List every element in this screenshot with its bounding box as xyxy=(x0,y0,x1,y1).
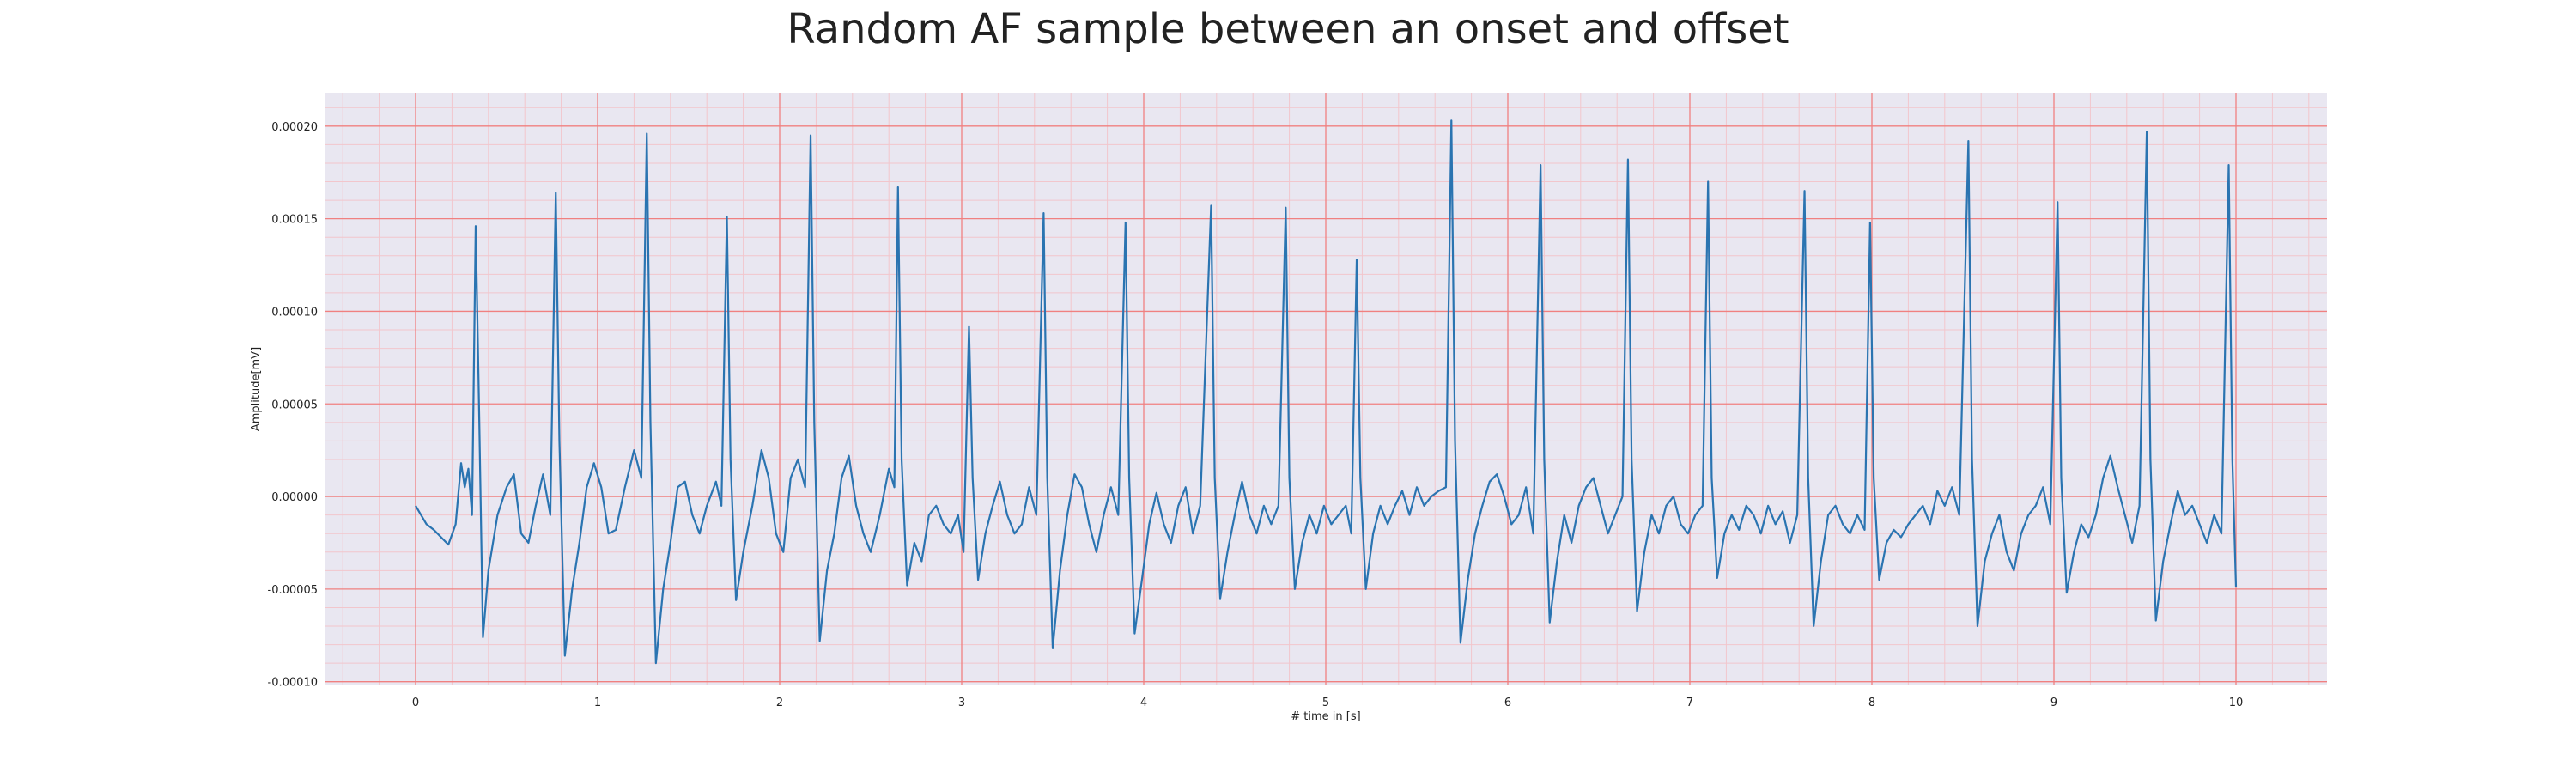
y-tick-label: 0.00000 xyxy=(271,491,318,504)
x-tick-label: 10 xyxy=(2229,697,2244,709)
y-axis-label: Amplitude[mV] xyxy=(250,347,263,431)
x-tick-label: 0 xyxy=(412,697,419,709)
x-tick-label: 7 xyxy=(1686,697,1693,709)
x-tick-label: 5 xyxy=(1322,697,1329,709)
series-line-0 xyxy=(415,119,2238,665)
chart-title: Random AF sample between an onset and of… xyxy=(787,5,1789,53)
y-tick-label: 0.00015 xyxy=(271,214,318,227)
x-tick-label: 8 xyxy=(1868,697,1875,709)
x-tick-label: 4 xyxy=(1140,697,1147,709)
y-tick-label: 0.00005 xyxy=(271,399,318,411)
y-tick-label: -0.00010 xyxy=(268,677,318,690)
series-layer xyxy=(415,119,2238,665)
x-axis-label: # time in [s] xyxy=(1291,710,1360,723)
x-tick-label: 3 xyxy=(958,697,965,709)
x-tick-labels: 0 1 2 3 4 5 6 7 8 9 10 xyxy=(412,697,2243,709)
x-tick-label: 2 xyxy=(776,697,783,709)
x-tick-label: 6 xyxy=(1504,697,1511,709)
y-tick-label: 0.00010 xyxy=(271,306,318,319)
y-tick-labels: -0.00010 -0.00005 0.00000 0.00005 0.00010 0.0… xyxy=(268,121,318,690)
x-tick-label: 9 xyxy=(2050,697,2057,709)
x-tick-label: 1 xyxy=(594,697,601,709)
y-tick-label: 0.00020 xyxy=(271,121,318,134)
y-tick-label: -0.00005 xyxy=(268,584,318,597)
